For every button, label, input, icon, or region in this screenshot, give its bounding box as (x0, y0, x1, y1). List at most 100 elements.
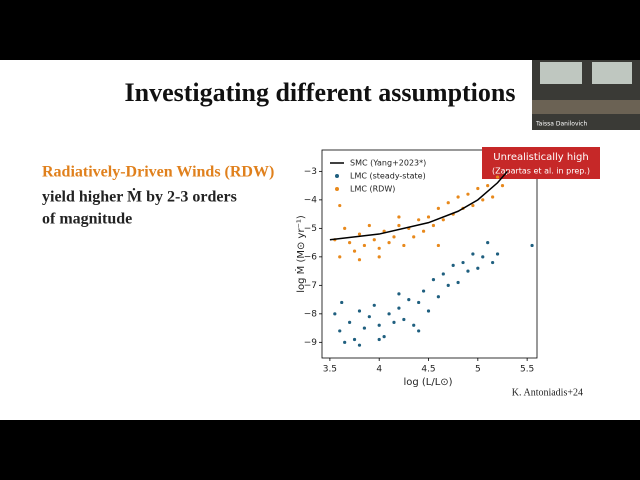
point (338, 329, 342, 333)
point (362, 326, 367, 330)
point (402, 243, 406, 248)
y-tick-label: −8 (304, 309, 318, 319)
webcam-screen (540, 62, 582, 84)
y-tick-label: −6 (304, 252, 318, 262)
point (456, 195, 460, 199)
point (392, 320, 396, 324)
slide-line: Radiatively-Driven Winds (RDW) (42, 164, 274, 181)
point (340, 300, 344, 305)
point (530, 243, 534, 248)
point (446, 201, 450, 205)
legend-key (335, 174, 339, 178)
point (431, 278, 436, 282)
point (377, 337, 381, 342)
point (426, 309, 431, 313)
point (495, 175, 500, 179)
point (471, 252, 475, 256)
point (451, 263, 455, 267)
point (486, 184, 490, 188)
point (431, 223, 436, 228)
point (421, 289, 426, 293)
point (387, 312, 391, 316)
webcam-room (532, 100, 640, 114)
point (436, 295, 440, 299)
point (471, 203, 475, 208)
point (500, 184, 505, 188)
webcam: Taissa Danilovich (532, 60, 640, 130)
point (397, 306, 401, 310)
slide-title: Investigating different assumptions (124, 78, 515, 107)
webcam-name: Taissa Danilovich (535, 121, 587, 128)
point (495, 252, 500, 256)
point (446, 283, 450, 287)
slide-line: yield higher Ṁ by 2-3 orders (42, 187, 237, 206)
point (412, 323, 416, 327)
point (367, 223, 371, 228)
y-tick-label: −3 (304, 167, 317, 177)
legend-key (335, 187, 339, 191)
annotation: Unrealistically high (Zapartas et al. in… (482, 147, 600, 179)
y-tick-label: −9 (304, 338, 318, 348)
point (387, 241, 391, 245)
point (417, 329, 421, 333)
point (352, 337, 357, 342)
slide-line: of magnitude (42, 211, 132, 228)
point (481, 255, 485, 259)
point (377, 255, 381, 259)
x-tick-label: 4.5 (421, 365, 435, 375)
point (481, 198, 485, 202)
point (377, 246, 381, 250)
point (426, 215, 431, 219)
point (412, 235, 416, 239)
point (491, 260, 495, 265)
point (333, 312, 337, 316)
x-tick-label: 5.5 (520, 365, 534, 375)
point (397, 292, 401, 296)
y-axis-label: log Ṁ (M⊙ yr⁻¹) (294, 215, 307, 293)
y-tick-label: −5 (304, 224, 317, 234)
plot-area (329, 170, 534, 347)
plot-frame (321, 149, 538, 359)
point (421, 229, 426, 233)
point (397, 223, 401, 228)
point (392, 235, 396, 239)
point (343, 340, 347, 344)
point (441, 272, 445, 276)
point (461, 260, 465, 265)
point (348, 241, 352, 245)
point (348, 320, 352, 324)
point (372, 303, 376, 307)
point (476, 266, 480, 270)
legend-label: SMC (Yang+2023*) (350, 159, 426, 168)
point (436, 206, 440, 211)
credit: K. Antoniadis+24 (512, 387, 583, 398)
legend-label: LMC (RDW) (350, 185, 395, 194)
point (367, 315, 371, 319)
point (377, 323, 381, 327)
point (352, 249, 357, 253)
point (382, 335, 386, 339)
point (436, 243, 440, 248)
webcam-screen (592, 62, 632, 84)
point (466, 269, 470, 273)
point (407, 297, 411, 302)
point (441, 218, 445, 222)
point (357, 343, 362, 347)
point (417, 300, 421, 305)
point (338, 255, 342, 259)
line (329, 170, 508, 241)
point (466, 192, 470, 196)
point (402, 317, 406, 322)
point (343, 226, 347, 230)
point (397, 215, 401, 219)
point (456, 280, 460, 285)
point (338, 203, 342, 208)
legend-label: LMC (steady-state) (350, 172, 426, 181)
x-tick-label: 5 (475, 365, 481, 375)
point (357, 232, 362, 236)
annotation-box (482, 147, 600, 179)
annotation-text: (Zapartas et al. in prep.) (492, 167, 590, 176)
x-axis-label: log (L/L⊙) (403, 377, 452, 388)
